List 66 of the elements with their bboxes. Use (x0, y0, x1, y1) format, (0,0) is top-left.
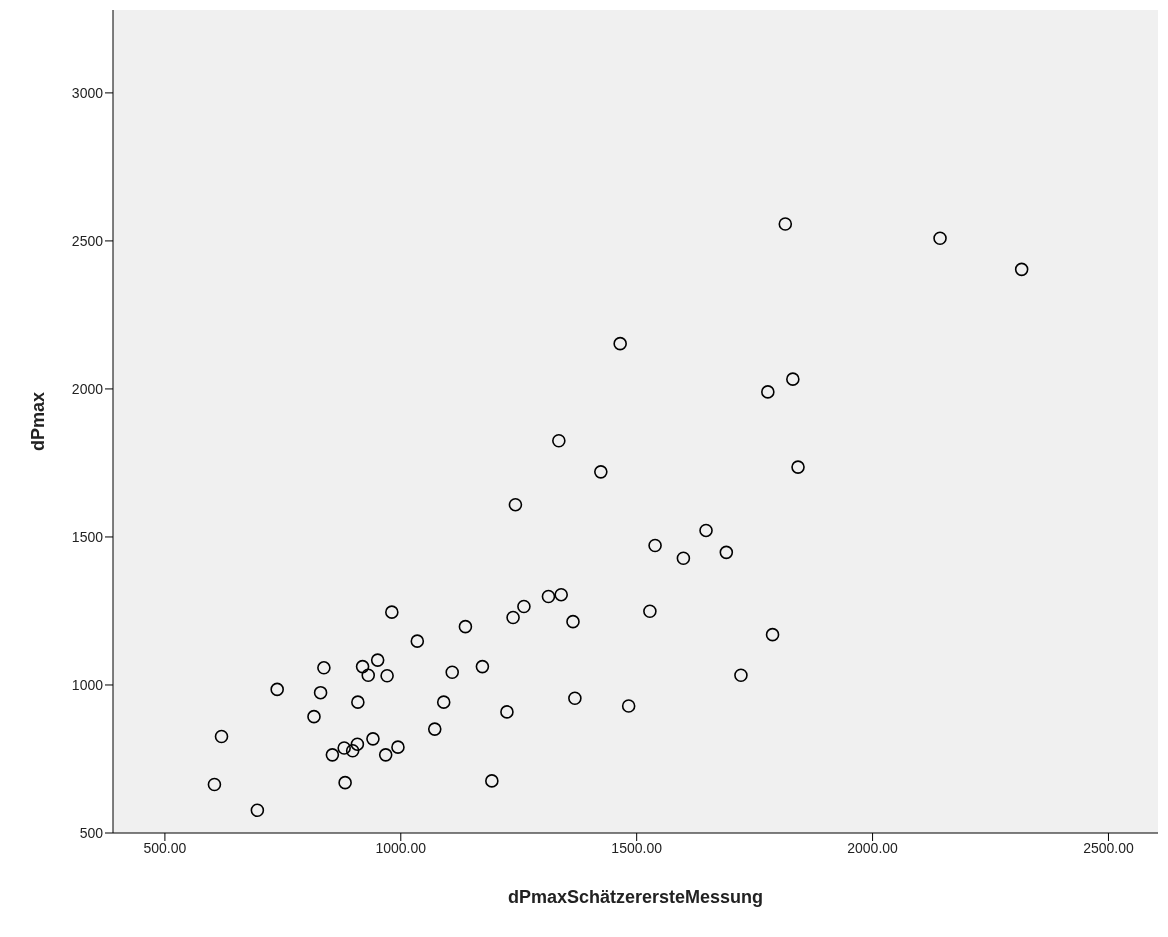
point (933, 231, 947, 246)
x-tick-label: 500.00 (143, 839, 187, 856)
point (719, 545, 734, 560)
point (380, 669, 394, 683)
point (613, 336, 627, 351)
point (351, 695, 365, 709)
y-tick-label: 1500 (71, 528, 104, 545)
point (676, 551, 691, 566)
point (410, 634, 425, 648)
point (250, 803, 265, 818)
point (552, 433, 566, 448)
point (765, 627, 780, 642)
point (350, 737, 365, 751)
y-tick-label: 3000 (71, 84, 104, 101)
point (214, 729, 229, 744)
point (643, 604, 657, 619)
point (385, 605, 399, 619)
point (566, 614, 580, 629)
point (207, 777, 222, 792)
point (786, 372, 800, 386)
point (1014, 262, 1029, 277)
point (391, 740, 405, 754)
point (778, 217, 793, 231)
x-tick-label: 1500.00 (611, 839, 663, 856)
point (506, 610, 520, 625)
point (355, 659, 370, 674)
point (361, 668, 376, 683)
point (791, 460, 805, 474)
point (325, 748, 340, 762)
point (445, 665, 460, 680)
point (517, 599, 531, 614)
point (761, 385, 775, 399)
point (734, 668, 748, 683)
point (541, 589, 556, 604)
y-tick-label: 2000 (71, 380, 104, 397)
point (500, 705, 514, 719)
point (270, 682, 284, 697)
x-tick-label: 2000.00 (847, 839, 899, 856)
point (554, 587, 568, 602)
point (366, 732, 380, 746)
point (337, 741, 351, 755)
point (313, 685, 328, 700)
x-tick-label: 1000.00 (375, 839, 427, 856)
point (317, 661, 331, 675)
y-tick-label: 2500 (71, 232, 104, 249)
point (458, 619, 473, 634)
point (508, 497, 523, 512)
point (699, 523, 713, 538)
point (485, 774, 499, 788)
y-tick-label: 500 (79, 824, 104, 841)
point (475, 659, 490, 674)
point (307, 709, 321, 724)
point (621, 699, 636, 713)
y-tick-label: 1000 (71, 676, 104, 693)
point (378, 748, 393, 762)
point (568, 691, 582, 706)
point (594, 465, 608, 479)
point (648, 538, 662, 553)
point (338, 775, 352, 790)
x-tick-label: 2500.00 (1083, 839, 1134, 856)
y-axis-title: dPmax (28, 391, 49, 452)
point (345, 743, 360, 758)
point (436, 695, 451, 709)
x-axis-title: dPmaxSchätzerersteMessung (507, 887, 764, 907)
point (427, 722, 442, 736)
point (370, 653, 385, 667)
